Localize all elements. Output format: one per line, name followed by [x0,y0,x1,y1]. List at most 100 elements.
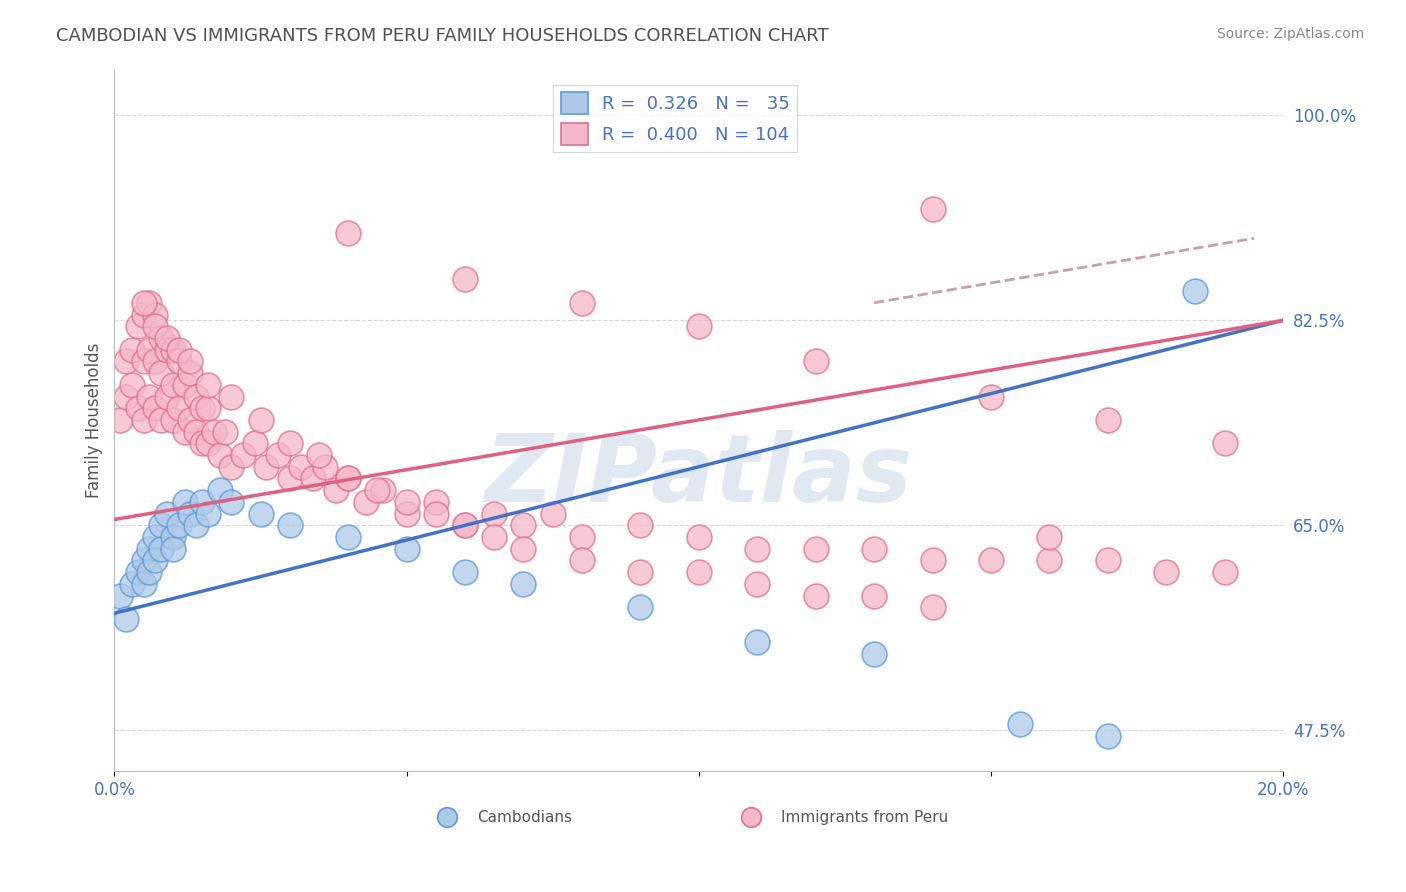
Point [1184,284,1206,298]
Point [179,366,201,380]
Point [179,354,201,368]
Point [156,343,179,357]
Point [143,553,166,567]
Point [1038,530,1060,544]
Point [232,448,254,462]
Point [191,401,214,416]
Point [150,366,173,380]
Point [980,553,1002,567]
Point [747,635,769,649]
Point [1097,729,1119,743]
Point [162,377,184,392]
Point [132,553,155,567]
Point [484,507,506,521]
Point [863,589,886,603]
Point [138,541,160,556]
Point [628,518,651,533]
Point [179,507,201,521]
Point [121,577,143,591]
Point [115,390,138,404]
Point [110,413,132,427]
Point [628,600,651,615]
Point [337,471,360,485]
Text: Cambodians: Cambodians [477,810,572,824]
Point [162,413,184,427]
Point [688,530,710,544]
Point [143,308,166,322]
Point [132,577,155,591]
Point [150,331,173,345]
Point [804,541,827,556]
Point [179,413,201,427]
Point [191,495,214,509]
Point [395,507,418,521]
Point [1213,436,1236,450]
Point [219,390,242,404]
Point [290,459,312,474]
Point [980,390,1002,404]
Point [132,295,155,310]
Point [186,425,208,439]
Point [167,401,190,416]
Point [186,390,208,404]
Point [197,436,219,450]
Point [167,518,190,533]
Point [454,518,477,533]
Point [191,436,214,450]
Point [143,354,166,368]
Legend: R =  0.326   N =   35, R =  0.400   N = 104: R = 0.326 N = 35, R = 0.400 N = 104 [554,85,797,153]
Point [337,530,360,544]
Point [197,377,219,392]
Point [1097,413,1119,427]
Point [337,471,360,485]
Point [1010,717,1032,731]
Point [186,518,208,533]
Point [863,541,886,556]
Point [278,436,301,450]
Point [127,565,149,579]
Point [219,495,242,509]
Point [254,459,277,474]
Point [921,553,943,567]
Point [571,295,593,310]
Point [150,541,173,556]
Point [454,272,477,286]
Point [208,483,231,498]
Point [156,507,179,521]
Point [143,530,166,544]
Text: ZIPatlas: ZIPatlas [485,430,912,522]
Point [110,589,132,603]
Point [512,541,534,556]
Point [395,541,418,556]
Point [143,401,166,416]
Point [121,343,143,357]
Point [162,541,184,556]
Point [127,319,149,334]
Point [156,331,179,345]
Point [138,390,160,404]
Point [219,459,242,474]
Point [150,518,173,533]
Point [138,343,160,357]
Point [308,448,330,462]
Point [132,308,155,322]
Point [173,377,195,392]
Point [512,518,534,533]
Point [132,354,155,368]
Point [425,495,447,509]
Point [541,507,564,521]
Point [688,565,710,579]
Point [325,483,347,498]
Point [143,319,166,334]
Point [214,425,236,439]
Point [1097,553,1119,567]
Point [747,541,769,556]
Point [425,507,447,521]
Point [337,226,360,240]
Y-axis label: Family Households: Family Households [86,343,103,498]
Point [138,295,160,310]
Point [921,600,943,615]
Point [804,354,827,368]
Point [249,507,271,521]
Point [278,471,301,485]
